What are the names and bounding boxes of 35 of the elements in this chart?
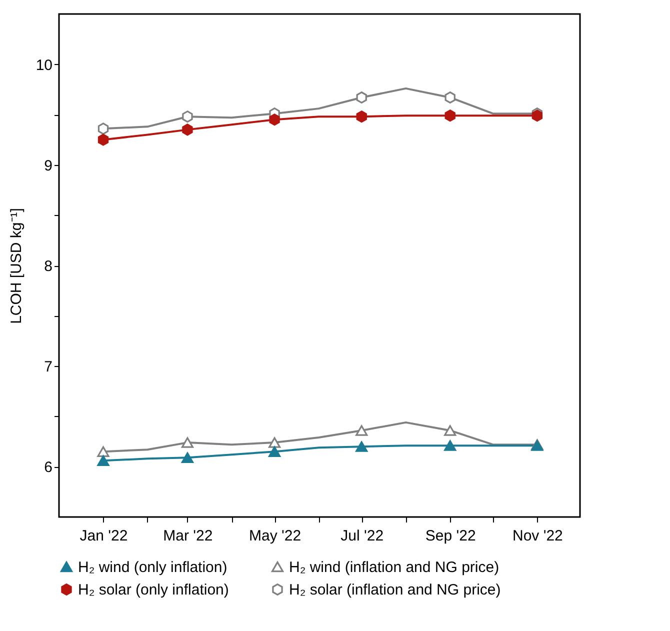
y-tick-label: 7 — [44, 358, 52, 376]
point — [444, 440, 456, 451]
point — [268, 437, 281, 448]
y-axis-title: LCOH [USD kg⁻¹] — [8, 208, 25, 324]
x-tick-label: Jan '22 — [80, 528, 128, 544]
point — [356, 91, 367, 104]
point — [356, 110, 367, 123]
point — [98, 134, 109, 146]
point — [182, 110, 193, 123]
point — [97, 446, 110, 457]
point — [444, 425, 456, 436]
x-tick-label: Jul '22 — [340, 528, 384, 544]
point — [181, 437, 194, 448]
y-tick-label: 9 — [44, 157, 52, 174]
point — [356, 441, 368, 452]
point — [444, 91, 456, 104]
point — [269, 114, 280, 126]
legend-label: H₂ solar (inflation and NG price) — [289, 582, 501, 598]
y-tick-label: 10 — [36, 56, 52, 74]
point — [182, 124, 193, 136]
y-tick-label: 6 — [44, 459, 52, 476]
legend-label: H₂ wind (only inflation) — [78, 558, 228, 576]
point — [98, 122, 109, 135]
x-tick-label: Nov '22 — [512, 528, 563, 544]
y-tick-label: 8 — [44, 258, 52, 275]
legend-label: H₂ solar (only inflation) — [78, 582, 229, 598]
x-tick-label: May '22 — [249, 528, 302, 544]
legend-label: H₂ wind (inflation and NG price) — [289, 558, 500, 576]
point — [97, 455, 110, 466]
x-tick-label: Sep '22 — [425, 528, 476, 544]
x-tick-label: Mar '22 — [163, 528, 213, 544]
point — [181, 452, 194, 463]
point — [444, 110, 456, 122]
point — [356, 425, 368, 436]
point — [268, 446, 281, 457]
